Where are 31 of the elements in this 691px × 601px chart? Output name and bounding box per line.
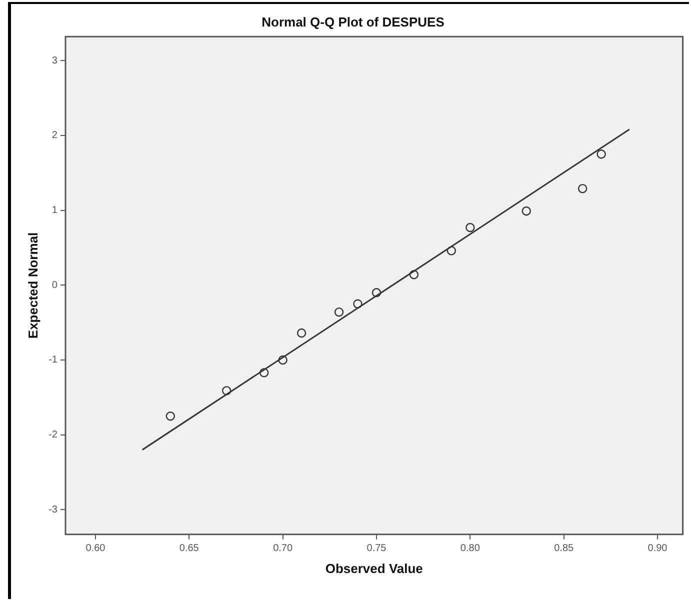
y-tick-label: -2 bbox=[48, 430, 58, 441]
y-tick-label: -3 bbox=[48, 504, 58, 516]
point bbox=[578, 184, 588, 194]
point bbox=[466, 222, 475, 232]
x-axis-title: Observed Value bbox=[325, 560, 423, 576]
x-tick-label: 0.85 bbox=[554, 543, 574, 554]
y-tick-label: -1 bbox=[48, 354, 58, 366]
y-axis-title: Expected Normal bbox=[25, 232, 40, 339]
point bbox=[409, 270, 419, 280]
point bbox=[522, 206, 531, 216]
point bbox=[353, 299, 362, 308]
x-tick-label: 0.75 bbox=[366, 543, 387, 554]
y-tick-label: 0 bbox=[52, 280, 58, 291]
point bbox=[166, 412, 176, 421]
point bbox=[278, 355, 288, 365]
x-tick-label: 0.70 bbox=[273, 543, 293, 554]
x-tick-label: 0.80 bbox=[460, 543, 480, 554]
point bbox=[372, 288, 382, 298]
point bbox=[334, 307, 344, 317]
x-tick-label: 0.65 bbox=[179, 543, 200, 554]
x-tick-label: 0.90 bbox=[648, 543, 668, 554]
point bbox=[596, 150, 606, 159]
point bbox=[446, 246, 456, 256]
y-tick-label: 2 bbox=[52, 130, 58, 142]
point bbox=[222, 386, 232, 396]
y-tick-label: 3 bbox=[52, 55, 58, 66]
y-tick-label: 1 bbox=[52, 205, 58, 216]
chart-title: Normal Q-Q Plot of DESPUES bbox=[262, 14, 445, 30]
x-tick-label: 0.60 bbox=[86, 543, 106, 554]
point bbox=[259, 368, 269, 378]
point bbox=[296, 328, 306, 338]
